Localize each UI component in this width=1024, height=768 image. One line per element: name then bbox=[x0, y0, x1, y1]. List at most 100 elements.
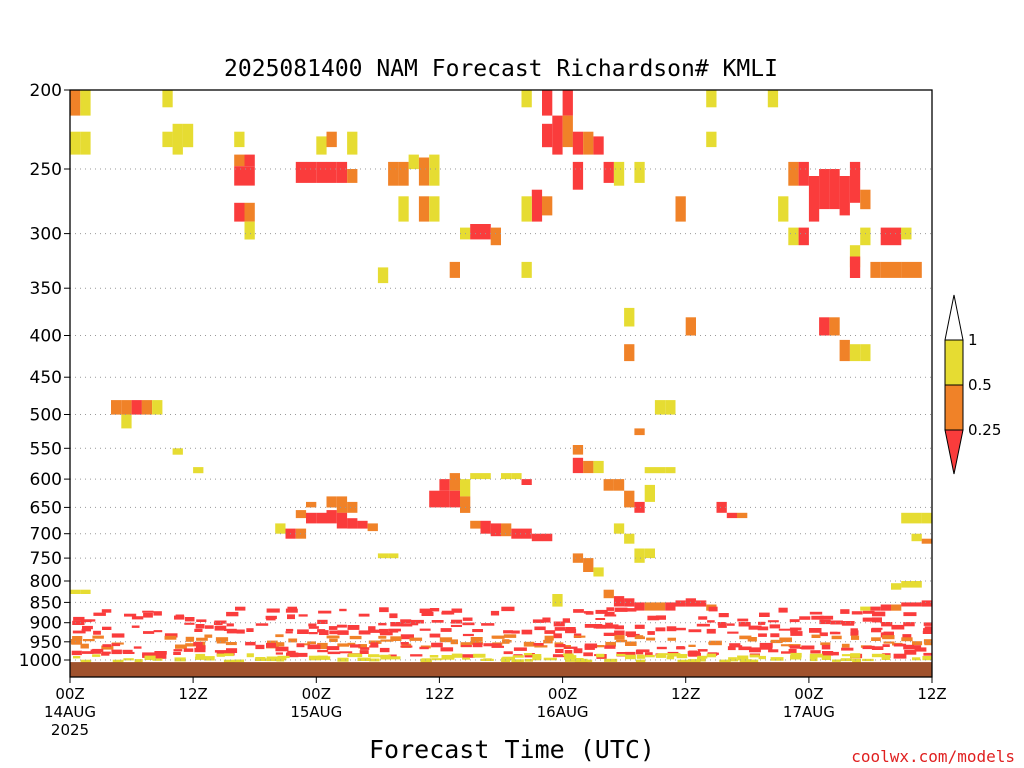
plot-frame bbox=[69, 89, 933, 678]
heatmap-cell bbox=[778, 196, 789, 222]
heatmap-streak bbox=[154, 654, 167, 659]
heatmap-streak bbox=[781, 651, 794, 654]
heatmap-streak bbox=[697, 649, 708, 652]
heatmap-streak bbox=[799, 616, 811, 620]
heatmap-streak bbox=[82, 651, 94, 654]
heatmap-streak bbox=[317, 649, 329, 653]
heatmap-streak bbox=[164, 635, 177, 640]
heatmap-streak bbox=[329, 638, 338, 642]
heatmap-cell bbox=[901, 227, 912, 240]
heatmap-streak bbox=[429, 655, 439, 658]
heatmap-streak bbox=[840, 609, 850, 614]
heatmap-streak bbox=[719, 659, 731, 663]
heatmap-streak bbox=[226, 623, 234, 627]
heatmap-streak bbox=[347, 625, 360, 630]
heatmap-streak bbox=[523, 641, 535, 647]
heatmap-streak bbox=[850, 628, 858, 634]
heatmap-streak bbox=[564, 646, 578, 649]
heatmap-streak bbox=[769, 624, 781, 629]
heatmap-streak bbox=[174, 657, 186, 662]
heatmap-streak bbox=[195, 656, 206, 660]
y-axis-ticks: 200 250 300 350 400 450 500 550 600 650 700 750 8008… bbox=[19, 81, 70, 671]
heatmap-cell bbox=[624, 598, 635, 607]
heatmap-streak bbox=[216, 653, 225, 657]
heatmap-streak bbox=[111, 643, 121, 647]
heatmap-streak bbox=[265, 615, 277, 620]
heatmap-streak bbox=[563, 653, 574, 656]
heatmap-cell bbox=[552, 594, 563, 607]
heatmap-cell bbox=[234, 202, 245, 222]
heatmap-streak bbox=[472, 629, 483, 633]
heatmap-streak bbox=[706, 628, 716, 634]
heatmap-streak bbox=[647, 615, 660, 621]
heatmap-streak bbox=[770, 657, 784, 661]
heatmap-cell bbox=[665, 602, 676, 611]
heatmap-streak bbox=[829, 631, 841, 635]
heatmap-streak bbox=[134, 659, 143, 664]
heatmap-cell bbox=[70, 131, 81, 155]
heatmap-streak bbox=[441, 655, 455, 660]
heatmap-cell bbox=[819, 169, 830, 210]
heatmap-streak bbox=[758, 621, 766, 625]
heatmap-cell bbox=[819, 317, 830, 336]
heatmap-streak bbox=[914, 647, 927, 652]
heatmap-streak bbox=[400, 634, 414, 640]
heatmap-streak bbox=[584, 645, 595, 650]
heatmap-streak bbox=[585, 611, 594, 615]
heatmap-streak bbox=[596, 653, 605, 658]
heatmap-streak bbox=[71, 650, 82, 656]
heatmap-cell bbox=[347, 518, 358, 529]
heatmap-streak bbox=[339, 608, 347, 612]
heatmap-streak bbox=[153, 630, 163, 633]
heatmap-streak bbox=[275, 646, 289, 652]
heatmap-cell bbox=[398, 161, 409, 186]
x-tick-label: 15AUG bbox=[290, 703, 342, 721]
heatmap-streak bbox=[82, 619, 96, 622]
heatmap-streak bbox=[708, 606, 718, 612]
heatmap-streak bbox=[502, 656, 515, 661]
heatmap-streak bbox=[778, 628, 792, 631]
heatmap-cell bbox=[716, 501, 727, 513]
heatmap-streak bbox=[503, 651, 513, 655]
heatmap-streak bbox=[852, 658, 861, 664]
heatmap-streak bbox=[298, 614, 308, 617]
heatmap-streak bbox=[789, 627, 802, 631]
heatmap-streak bbox=[226, 611, 239, 617]
heatmap-streak bbox=[122, 651, 135, 654]
heatmap-streak bbox=[440, 628, 452, 632]
heatmap-cell bbox=[542, 90, 553, 116]
heatmap-streak bbox=[832, 659, 841, 662]
heatmap-cell bbox=[326, 131, 337, 148]
heatmap-streak bbox=[655, 654, 667, 658]
heatmap-streak bbox=[419, 646, 429, 650]
heatmap-streak bbox=[718, 613, 729, 618]
heatmap-streak bbox=[73, 616, 85, 621]
heatmap-cell bbox=[316, 512, 327, 524]
heatmap-streak bbox=[882, 635, 895, 640]
heatmap-cell bbox=[839, 176, 850, 216]
heatmap-cell bbox=[891, 604, 902, 611]
heatmap-streak bbox=[727, 646, 736, 651]
heatmap-cell bbox=[583, 460, 594, 474]
heatmap-cell bbox=[388, 161, 399, 186]
heatmap-cell bbox=[244, 166, 255, 186]
heatmap-streak bbox=[153, 611, 162, 616]
heatmap-streak bbox=[739, 635, 752, 640]
heatmap-cell bbox=[829, 317, 840, 336]
heatmap-streak bbox=[554, 627, 566, 631]
heatmap-streak bbox=[267, 640, 278, 644]
y-tick-label: 250 bbox=[30, 160, 62, 180]
heatmap-streak bbox=[728, 657, 737, 661]
heatmap-streak bbox=[193, 642, 203, 646]
colorbar-label: 0.25 bbox=[968, 421, 1001, 439]
heatmap-cell bbox=[80, 90, 91, 116]
heatmap-streak bbox=[462, 657, 470, 660]
heatmap-streak bbox=[369, 645, 379, 648]
heatmap-streak bbox=[729, 643, 741, 647]
heatmap-streak bbox=[349, 635, 362, 640]
x-tick-label: 2025 bbox=[51, 721, 89, 739]
heatmap-streak bbox=[534, 626, 546, 631]
heatmap-streak bbox=[173, 649, 183, 652]
heatmap-cell bbox=[675, 196, 686, 222]
heatmap-streak bbox=[112, 659, 124, 663]
